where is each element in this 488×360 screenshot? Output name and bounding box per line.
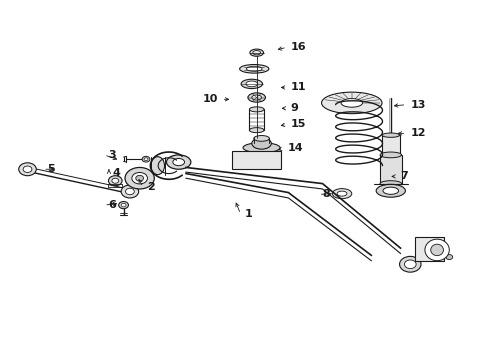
Ellipse shape [416,255,423,260]
Ellipse shape [108,176,122,186]
Ellipse shape [247,93,265,102]
Ellipse shape [121,203,126,207]
Ellipse shape [246,66,262,71]
Ellipse shape [249,107,264,112]
Ellipse shape [381,133,399,137]
Polygon shape [232,151,281,169]
Ellipse shape [340,99,362,107]
Ellipse shape [253,135,269,141]
Ellipse shape [144,158,148,161]
Ellipse shape [172,158,184,166]
Text: 5: 5 [47,164,55,174]
Text: 6: 6 [108,200,116,210]
Text: 4: 4 [113,168,121,178]
Ellipse shape [19,163,36,176]
Ellipse shape [379,181,401,186]
Ellipse shape [243,143,280,153]
Text: 8: 8 [322,189,329,199]
Text: 11: 11 [290,82,305,93]
Ellipse shape [142,156,150,162]
Ellipse shape [445,255,452,260]
Ellipse shape [430,244,443,256]
Ellipse shape [375,184,405,197]
Text: 10: 10 [202,94,217,104]
Ellipse shape [321,92,381,114]
Ellipse shape [125,167,154,189]
Ellipse shape [249,128,264,133]
Ellipse shape [274,152,280,156]
Text: 16: 16 [290,42,306,52]
Text: 14: 14 [287,143,303,153]
Ellipse shape [239,157,249,164]
Ellipse shape [404,260,415,269]
Ellipse shape [112,178,119,183]
Ellipse shape [151,157,164,175]
Text: 7: 7 [400,171,407,181]
Ellipse shape [251,95,261,100]
Ellipse shape [241,79,262,89]
Bar [381,135,399,157]
Ellipse shape [121,185,139,198]
Ellipse shape [232,152,238,156]
Ellipse shape [132,172,147,184]
Ellipse shape [259,156,273,165]
Ellipse shape [382,187,398,194]
Text: 2: 2 [147,182,154,192]
Ellipse shape [251,138,271,149]
Ellipse shape [136,175,143,181]
Text: 12: 12 [409,129,425,138]
Ellipse shape [235,154,253,167]
Bar [249,109,264,130]
Text: 9: 9 [290,103,298,113]
Text: 1: 1 [244,209,252,219]
Ellipse shape [166,155,190,169]
Ellipse shape [399,256,420,272]
Ellipse shape [336,191,346,196]
Bar [414,237,444,261]
Ellipse shape [245,81,257,87]
Ellipse shape [331,189,351,199]
Ellipse shape [239,64,268,73]
Ellipse shape [232,163,238,168]
Text: 3: 3 [108,150,115,160]
Ellipse shape [119,202,128,209]
Ellipse shape [125,188,134,195]
Ellipse shape [424,239,448,261]
Ellipse shape [379,152,401,158]
Text: 13: 13 [409,100,425,110]
Text: 15: 15 [290,120,305,129]
Ellipse shape [249,49,263,56]
Ellipse shape [23,166,32,172]
Ellipse shape [274,163,280,168]
Bar [379,155,401,184]
